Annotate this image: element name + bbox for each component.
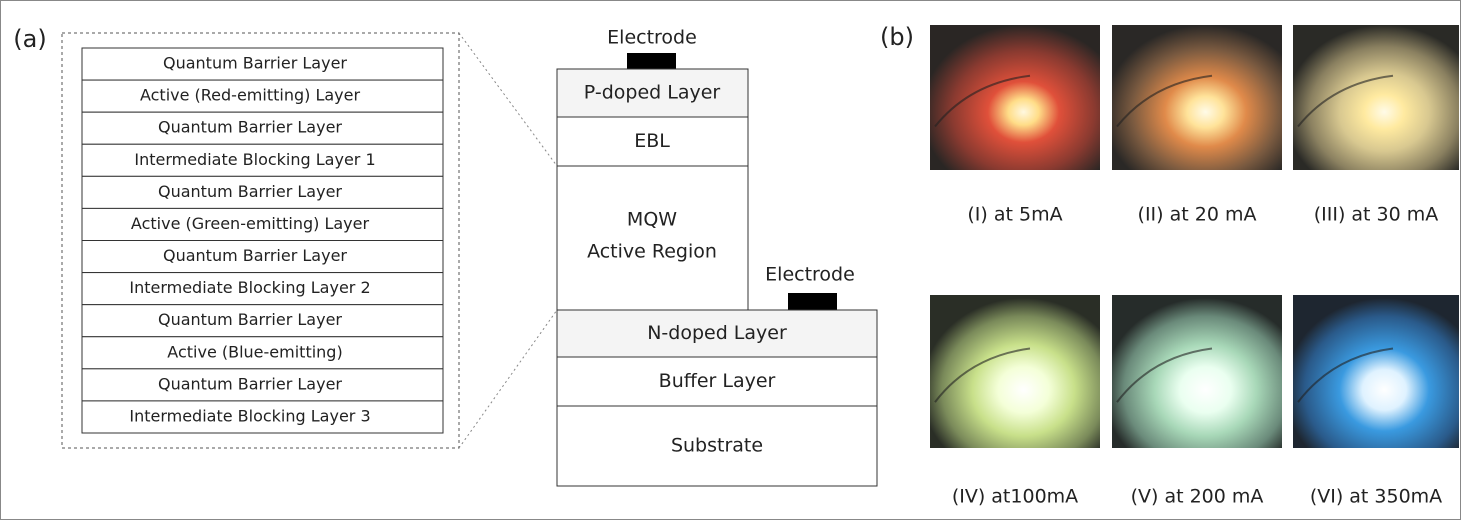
- layer-label: Quantum Barrier Layer: [158, 310, 342, 329]
- device-label: Substrate: [671, 435, 763, 457]
- photo: [1112, 295, 1282, 448]
- device-label: Active Region: [587, 241, 717, 263]
- layer-label: Quantum Barrier Layer: [158, 182, 342, 201]
- electrode-label: Electrode: [765, 264, 855, 286]
- photo: [930, 295, 1100, 448]
- caption: (III) at 30 mA: [1314, 204, 1439, 226]
- layer-label: Active (Red-emitting) Layer: [140, 86, 361, 105]
- layer-label: Active (Green-emitting) Layer: [131, 214, 370, 233]
- layer-label: Active (Blue-emitting): [167, 342, 342, 361]
- layer-label: Quantum Barrier Layer: [163, 54, 347, 73]
- layer-label: Quantum Barrier Layer: [158, 374, 342, 393]
- device-label: N-doped Layer: [647, 322, 787, 344]
- electrode-label: Electrode: [607, 27, 697, 49]
- panel-label: (a): [13, 25, 46, 53]
- caption: (VI) at 350mA: [1310, 486, 1442, 508]
- electrode: [788, 293, 837, 310]
- layer-label: Quantum Barrier Layer: [158, 118, 342, 137]
- photo: [1112, 25, 1282, 170]
- device-layer: [557, 166, 748, 310]
- caption: (IV) at100mA: [952, 486, 1078, 508]
- device-label: EBL: [634, 130, 670, 152]
- panel-label: (b): [880, 23, 914, 51]
- photo: [1293, 295, 1459, 448]
- photo: [930, 25, 1100, 170]
- layer-label: Intermediate Blocking Layer 1: [134, 150, 375, 169]
- zoom-line: [459, 310, 557, 448]
- layer-label: Intermediate Blocking Layer 3: [129, 406, 370, 425]
- layer-label: Quantum Barrier Layer: [163, 246, 347, 265]
- device-label: MQW: [627, 209, 677, 231]
- figure: (a) (b) Electrode Electrode Quantum Barr…: [0, 0, 1461, 520]
- photo: [1293, 25, 1459, 170]
- electrode: [627, 53, 676, 69]
- caption: (V) at 200 mA: [1131, 486, 1264, 508]
- caption: (II) at 20 mA: [1138, 204, 1257, 226]
- device-label: P-doped Layer: [584, 82, 721, 104]
- zoom-line: [459, 33, 557, 166]
- device-label: Buffer Layer: [659, 370, 776, 392]
- layer-label: Intermediate Blocking Layer 2: [129, 278, 370, 297]
- caption: (I) at 5mA: [967, 204, 1062, 226]
